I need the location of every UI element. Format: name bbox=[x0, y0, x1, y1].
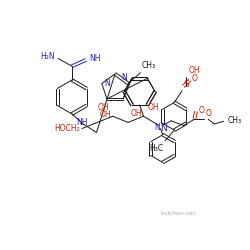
Text: lookchem.com: lookchem.com bbox=[160, 211, 196, 216]
Text: OH: OH bbox=[98, 102, 110, 112]
Text: O: O bbox=[198, 106, 204, 114]
Text: HOCH₂: HOCH₂ bbox=[54, 124, 80, 133]
Text: H₃C: H₃C bbox=[150, 144, 164, 153]
Text: OH: OH bbox=[188, 66, 200, 76]
Text: O: O bbox=[205, 109, 211, 118]
Text: CH₃: CH₃ bbox=[228, 116, 241, 125]
Text: N: N bbox=[121, 73, 127, 82]
Text: OH: OH bbox=[130, 109, 142, 118]
Text: NH: NH bbox=[89, 54, 100, 63]
Text: N: N bbox=[160, 124, 167, 133]
Text: H₂N: H₂N bbox=[40, 52, 55, 62]
Text: N: N bbox=[104, 79, 110, 88]
Text: NH: NH bbox=[76, 118, 87, 127]
Text: O: O bbox=[191, 74, 197, 83]
Text: N: N bbox=[155, 123, 160, 132]
Text: CH₃: CH₃ bbox=[142, 62, 156, 70]
Text: OH: OH bbox=[148, 102, 159, 112]
Text: S: S bbox=[184, 80, 189, 89]
Text: OH: OH bbox=[100, 110, 111, 118]
